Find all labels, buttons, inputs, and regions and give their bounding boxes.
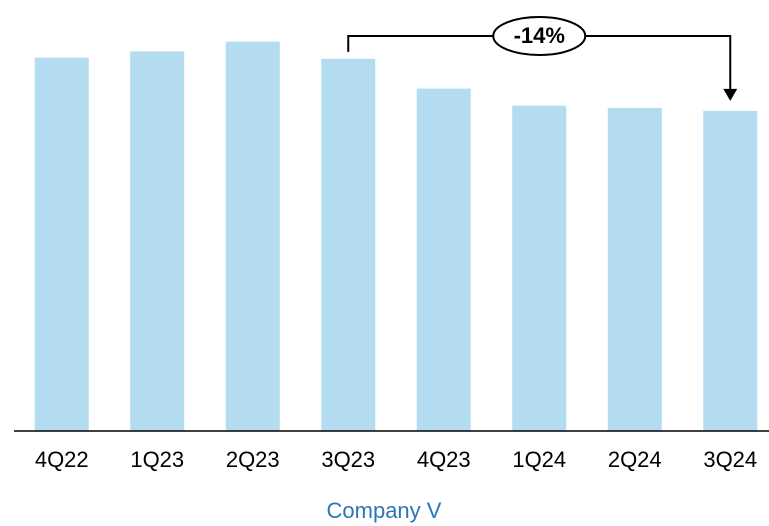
x-tick-label: 3Q24 <box>703 447 757 472</box>
x-tick-label: 1Q23 <box>130 447 184 472</box>
x-axis-label: Company V <box>327 498 442 523</box>
x-tick-label: 4Q22 <box>35 447 89 472</box>
bar <box>512 105 567 431</box>
bar <box>321 58 376 432</box>
x-tick-label: 4Q23 <box>417 447 471 472</box>
x-tick-label: 1Q24 <box>512 447 566 472</box>
annotation-bubble <box>492 16 587 56</box>
x-tick-label: 3Q23 <box>321 447 375 472</box>
bar <box>607 107 662 432</box>
bar <box>130 51 185 432</box>
bar <box>416 88 471 431</box>
bar <box>34 57 89 431</box>
arrow-head <box>723 88 738 101</box>
x-tick-label: 2Q24 <box>608 447 662 472</box>
bar <box>225 41 280 431</box>
annotation-text: -14% <box>514 23 565 48</box>
bar <box>703 110 758 432</box>
x-tick-label: 2Q23 <box>226 447 280 472</box>
